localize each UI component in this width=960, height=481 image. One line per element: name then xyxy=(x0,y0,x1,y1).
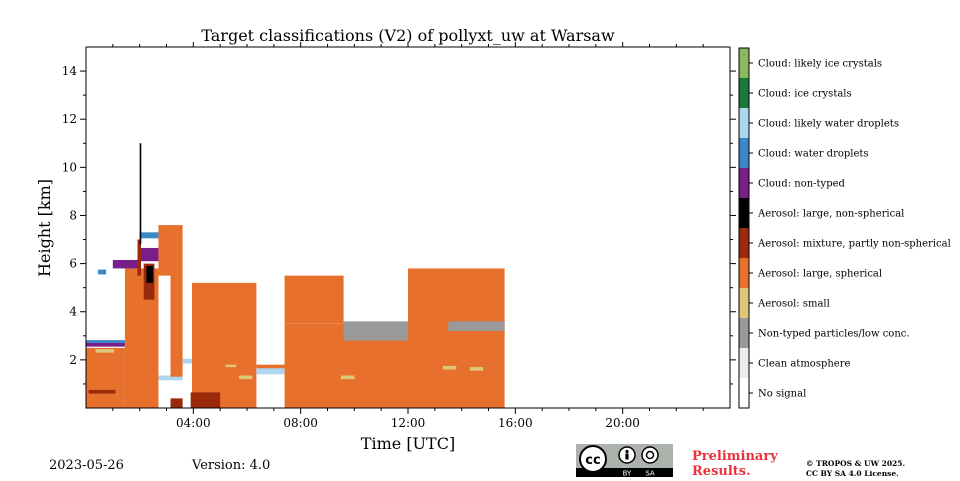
axis-ticks: 04:00 08:00 12:00 16:00 20:00 2 4 6 8 10 12 14 xyxy=(62,42,736,430)
class-region-26 xyxy=(284,275,344,324)
preliminary-notice: Preliminary Results. xyxy=(692,449,778,479)
colorbar-label-4: Aerosol: large, spherical xyxy=(757,269,882,280)
colorbar-swatch-2 xyxy=(739,318,749,348)
class-region-21 xyxy=(225,364,237,368)
copyright-line-1: © TROPOS & UW 2025. xyxy=(806,459,906,468)
by-label: BY xyxy=(623,470,632,478)
class-region-17 xyxy=(182,358,192,364)
colorbar-swatch-1 xyxy=(739,348,749,378)
y-tick-label-4: 10 xyxy=(62,160,77,174)
sa-icon xyxy=(641,446,659,464)
colorbar-label-0: No signal xyxy=(758,389,806,400)
class-region-2 xyxy=(86,341,125,347)
x-tick-label-3: 16:00 xyxy=(498,416,533,430)
cc-license-badge: cc BY SA xyxy=(576,444,673,478)
cc-glyph: cc xyxy=(585,453,600,468)
colorbar-swatch-11 xyxy=(739,48,749,78)
colorbar-swatch-9 xyxy=(739,108,749,138)
copyright-notice: © TROPOS & UW 2025. CC BY SA 4.0 License… xyxy=(806,459,956,479)
colorbar-label-2: Non-typed particles/low conc. xyxy=(758,329,910,340)
class-region-0 xyxy=(86,347,125,408)
class-region-30 xyxy=(340,375,355,380)
class-region-9 xyxy=(139,247,159,262)
y-axis-label: Height [km] xyxy=(35,179,54,277)
class-region-1 xyxy=(95,349,115,353)
y-tick-label-2: 6 xyxy=(69,257,77,271)
chart-title: Target classifications (V2) of pollyxt_u… xyxy=(201,26,615,45)
colorbar-swatch-0 xyxy=(739,378,749,408)
colorbar: No signal Clean atmosphere Non-typed parti… xyxy=(738,47,951,409)
x-axis-label: Time [UTC] xyxy=(361,434,455,453)
class-region-18 xyxy=(170,398,183,408)
date-label: 2023-05-26 xyxy=(49,458,124,473)
class-region-3 xyxy=(86,340,125,344)
version-label: Version: 4.0 xyxy=(192,458,271,473)
colorbar-label-10: Cloud: ice crystals xyxy=(758,89,852,100)
class-region-10 xyxy=(139,232,159,239)
colorbar-swatch-6 xyxy=(739,198,749,228)
class-region-7 xyxy=(146,266,154,283)
class-region-28 xyxy=(408,268,505,331)
colorbar-swatch-10 xyxy=(739,78,749,108)
class-region-22 xyxy=(238,375,253,380)
class-region-23 xyxy=(256,364,285,370)
x-tick-label-0: 04:00 xyxy=(176,416,211,430)
y-tick-label-0: 2 xyxy=(69,353,77,367)
colorbar-swatch-3 xyxy=(739,288,749,318)
class-region-24 xyxy=(256,368,285,375)
class-region-20 xyxy=(190,392,221,408)
y-tick-label-1: 4 xyxy=(69,305,77,319)
class-region-19 xyxy=(191,282,257,408)
class-region-29 xyxy=(448,321,505,331)
colorbar-swatch-8 xyxy=(739,138,749,168)
class-region-13 xyxy=(139,143,142,245)
class-region-16 xyxy=(170,225,183,377)
colorbar-swatch-4 xyxy=(739,258,749,288)
colorbar-label-11: Cloud: likely ice crystals xyxy=(758,59,882,70)
class-region-27 xyxy=(343,321,408,341)
class-region-11 xyxy=(98,269,107,275)
class-region-12 xyxy=(137,239,142,276)
y-tick-label-5: 12 xyxy=(62,112,77,126)
colorbar-swatch-5 xyxy=(739,228,749,258)
x-tick-label-4: 20:00 xyxy=(605,416,640,430)
colorbar-label-9: Cloud: likely water droplets xyxy=(758,119,899,130)
y-tick-label-6: 14 xyxy=(62,64,78,78)
class-region-31 xyxy=(442,365,457,370)
colorbar-swatch-7 xyxy=(739,168,749,198)
class-region-15 xyxy=(158,375,183,381)
colorbar-label-8: Cloud: water droplets xyxy=(758,149,869,160)
colorbar-frame xyxy=(738,47,750,409)
class-region-14 xyxy=(158,225,171,276)
colorbar-label-1: Clean atmosphere xyxy=(758,359,851,370)
x-tick-label-1: 08:00 xyxy=(283,416,318,430)
colorbar-label-7: Cloud: non-typed xyxy=(758,179,846,190)
x-tick-label-2: 12:00 xyxy=(391,416,426,430)
class-region-4 xyxy=(88,389,116,394)
y-tick-label-3: 8 xyxy=(69,208,77,222)
colorbar-label-5: Aerosol: mixture, partly non-spherical xyxy=(757,239,951,250)
plot-area xyxy=(86,143,505,408)
sa-label: SA xyxy=(645,470,655,478)
colorbar-label-3: Aerosol: small xyxy=(757,299,830,310)
cc-icon xyxy=(579,445,607,473)
class-region-32 xyxy=(469,367,484,371)
colorbar-label-6: Aerosol: large, non-spherical xyxy=(757,209,904,220)
class-region-8 xyxy=(112,259,140,269)
copyright-line-2: CC BY SA 4.0 License. xyxy=(806,469,899,478)
